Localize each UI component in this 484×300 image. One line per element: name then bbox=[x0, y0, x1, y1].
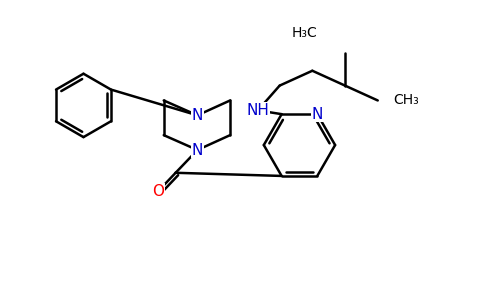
Text: O: O bbox=[152, 184, 164, 199]
Text: N: N bbox=[192, 108, 203, 123]
Text: NH: NH bbox=[246, 103, 269, 118]
Text: N: N bbox=[192, 142, 203, 158]
Text: H₃C: H₃C bbox=[291, 26, 318, 40]
Text: CH₃: CH₃ bbox=[393, 94, 419, 107]
Text: N: N bbox=[312, 107, 323, 122]
